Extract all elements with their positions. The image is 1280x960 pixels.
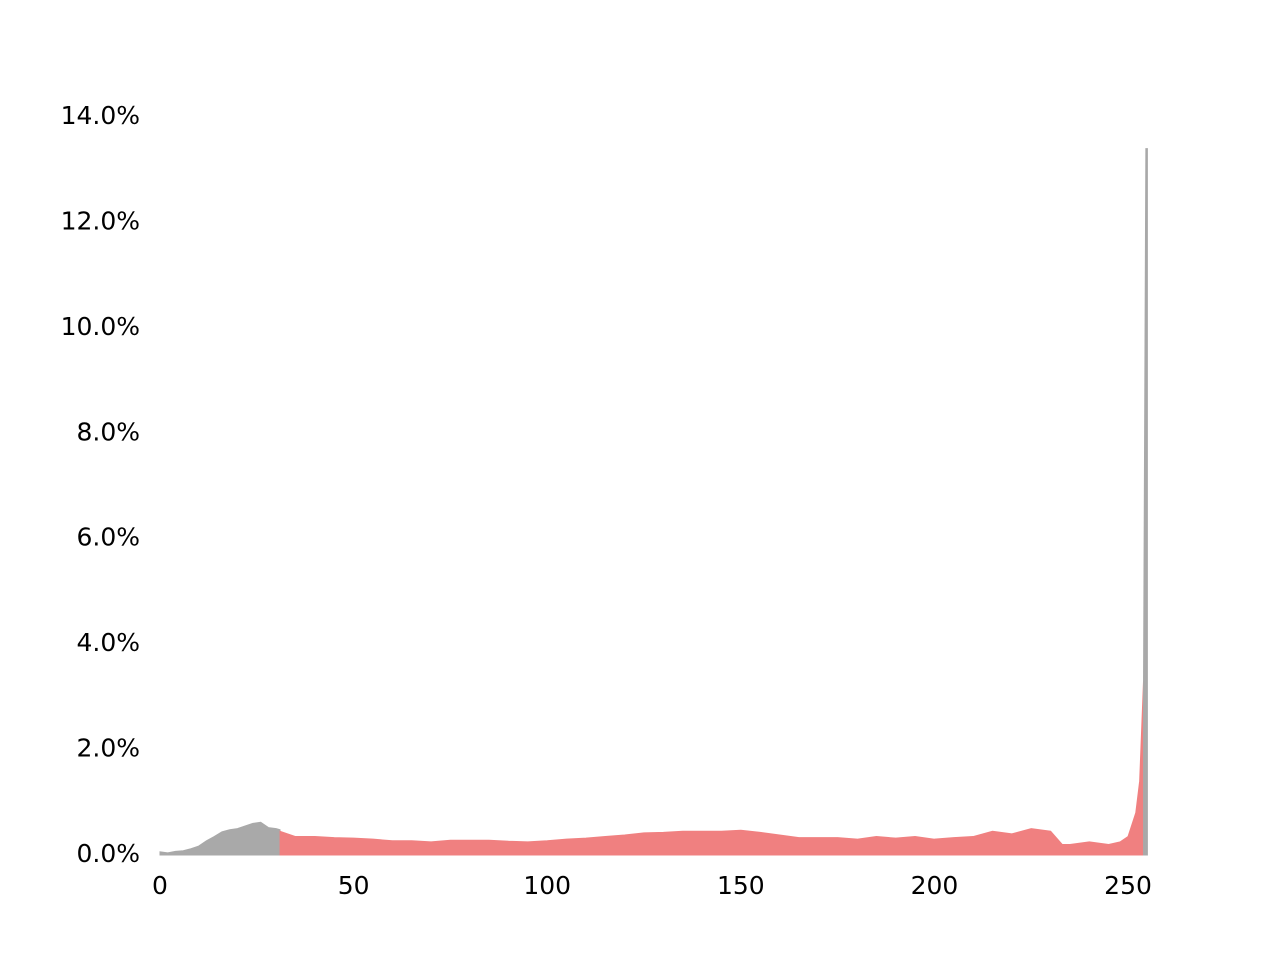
area	[1143, 148, 1148, 856]
y-tick-label: 8.0%	[76, 417, 140, 446]
y-tick-label: 0.0%	[76, 839, 140, 868]
x-tick-label: 0	[152, 871, 168, 900]
area	[279, 681, 1145, 856]
y-tick-label: 12.0%	[61, 206, 140, 235]
y-tick-label: 2.0%	[76, 734, 140, 763]
x-tick-label: 50	[338, 871, 370, 900]
area	[159, 821, 281, 856]
y-tick-label: 10.0%	[61, 312, 140, 341]
x-tick-label: 250	[1104, 871, 1152, 900]
x-tick-label: 200	[911, 871, 959, 900]
y-tick-label: 6.0%	[76, 523, 140, 552]
y-tick-label: 4.0%	[76, 628, 140, 657]
x-tick-label: 100	[523, 871, 571, 900]
x-tick-label: 150	[717, 871, 765, 900]
y-tick-label: 14.0%	[61, 101, 140, 130]
